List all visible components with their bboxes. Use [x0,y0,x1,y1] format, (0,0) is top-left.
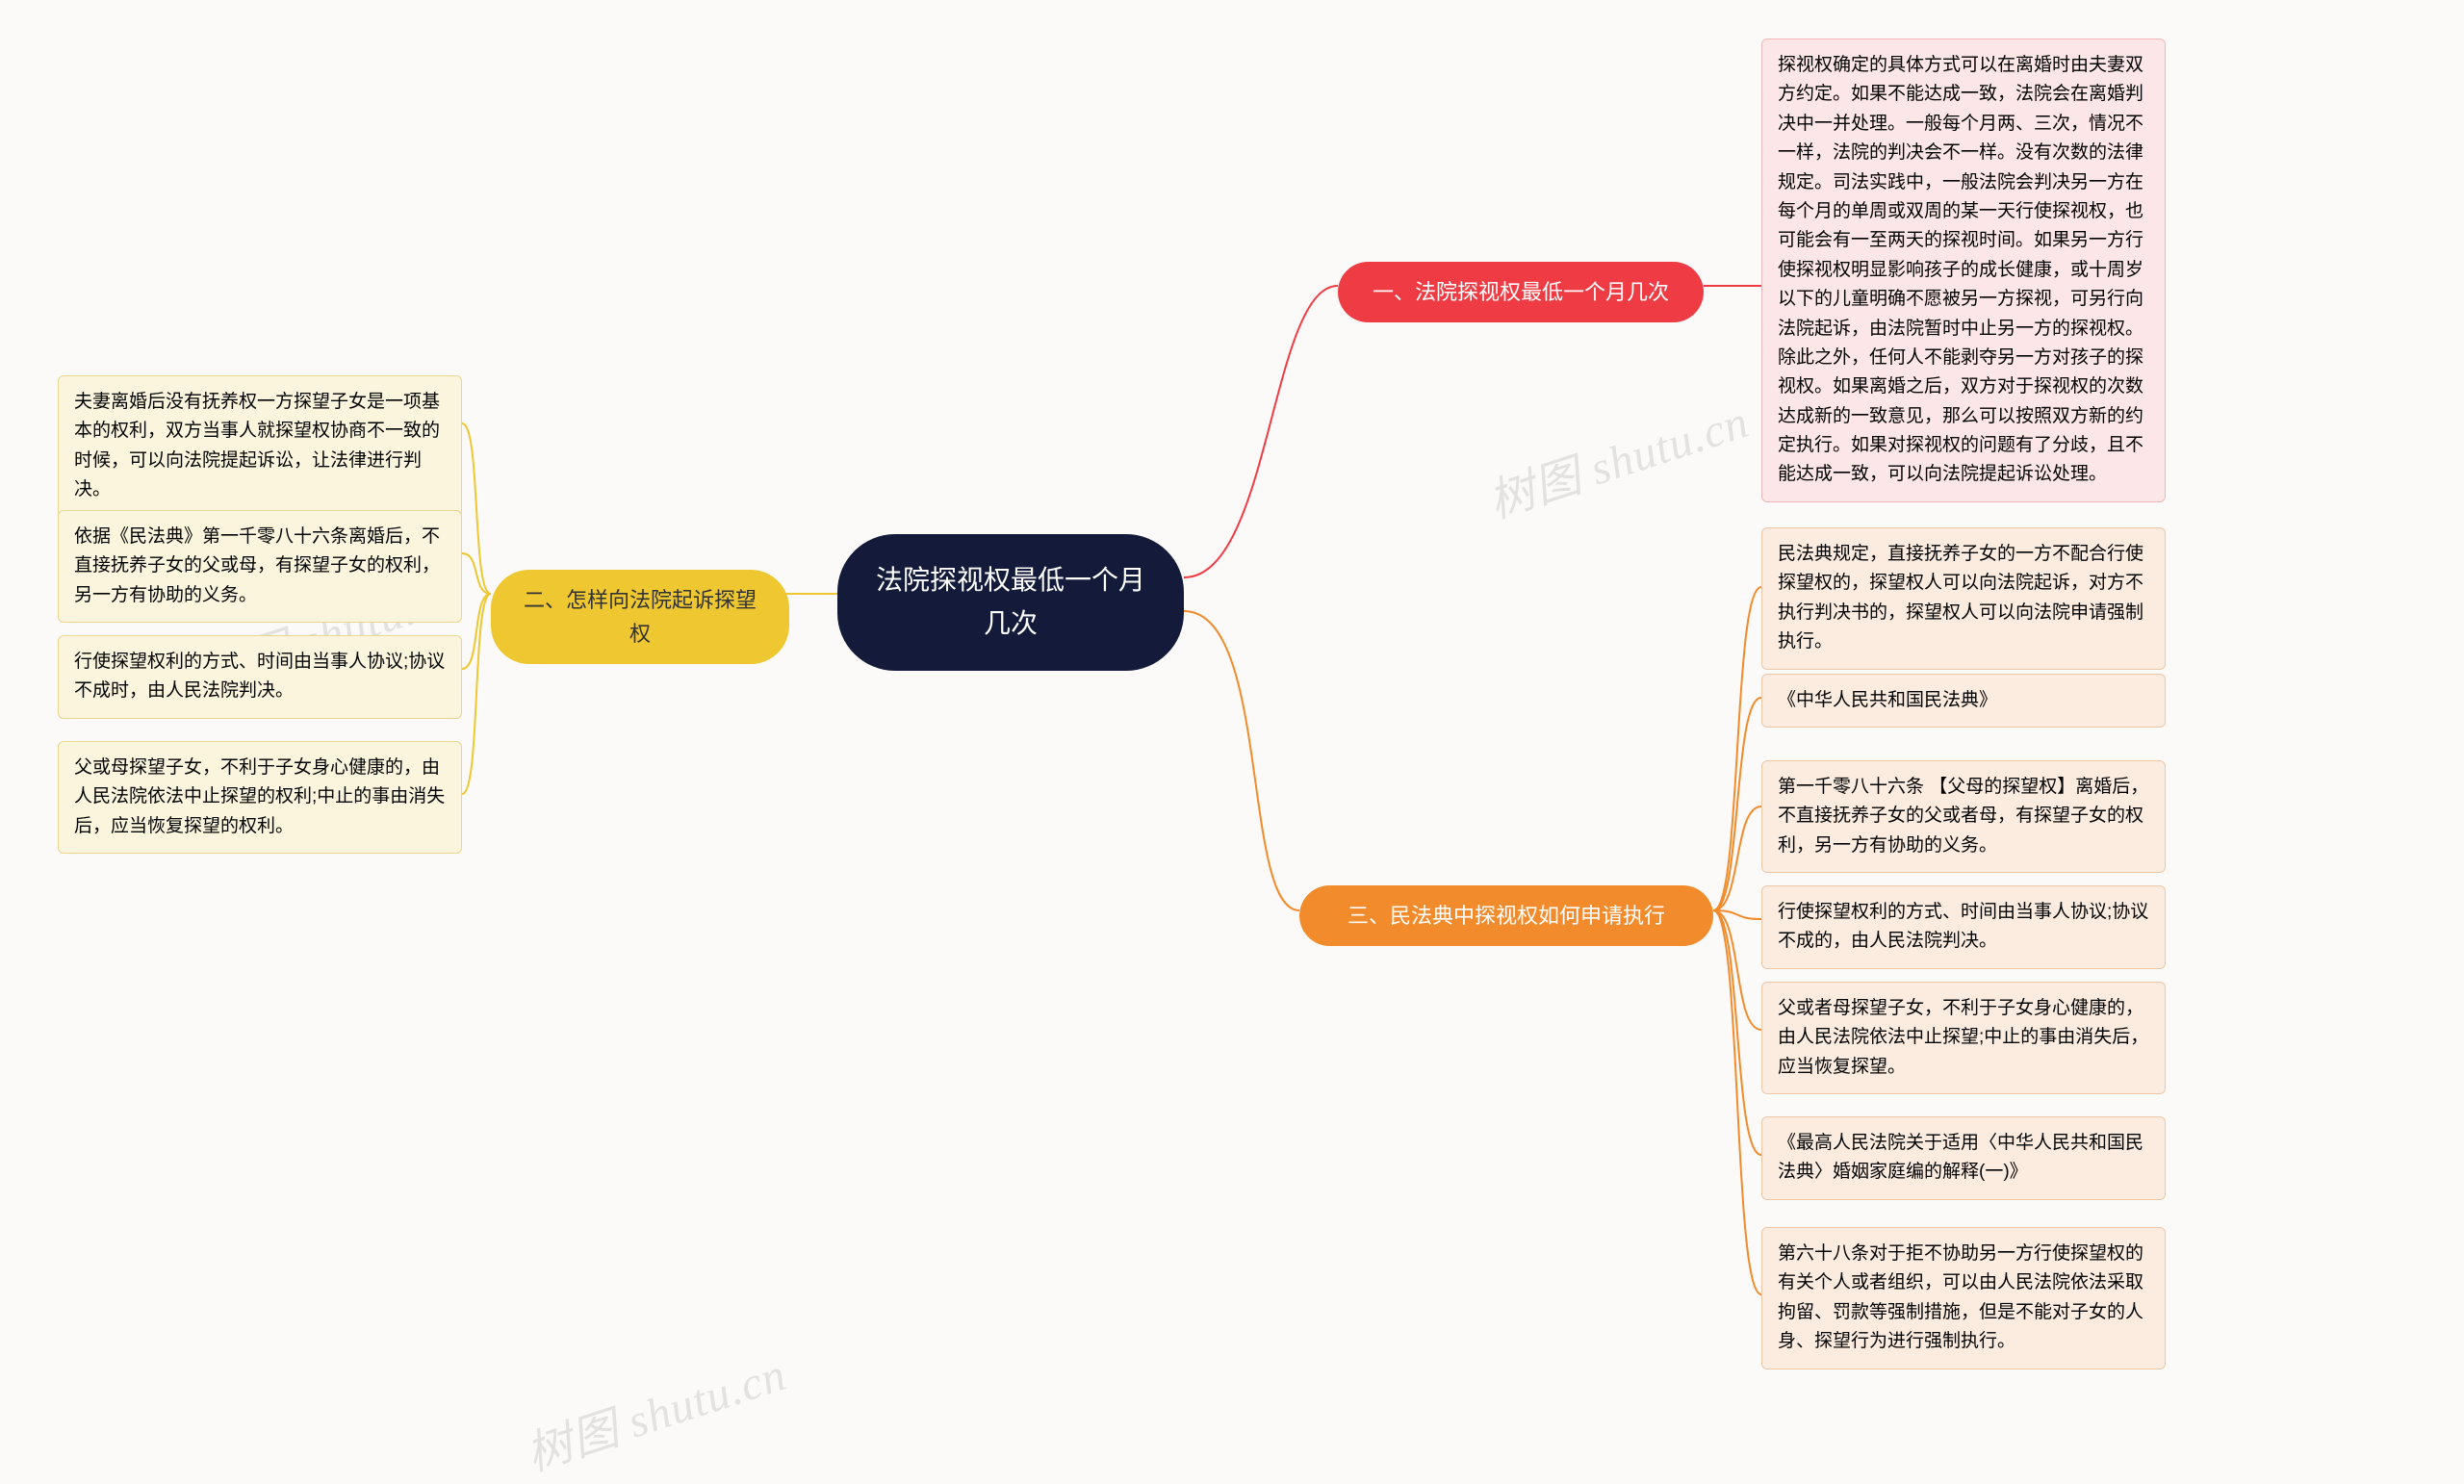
leaf-text: 依据《民法典》第一千零八十六条离婚后，不直接抚养子女的父或母，有探望子女的权利，… [74,526,440,605]
leaf-node[interactable]: 第六十八条对于拒不协助另一方行使探望权的有关个人或者组织，可以由人民法院依法采取… [1761,1227,2166,1369]
branch-node-1[interactable]: 一、法院探视权最低一个月几次 [1338,262,1704,322]
leaf-text: 民法典规定，直接抚养子女的一方不配合行使探望权的，探望权人可以向法院起诉，对方不… [1778,544,2143,652]
watermark: 树图 shutu.cn [1478,383,1756,530]
leaf-text: 第一千零八十六条 【父母的探望权】离婚后，不直接抚养子女的父或者母，有探望子女的… [1778,777,2148,856]
branch-label: 一、法院探视权最低一个月几次 [1373,280,1669,304]
leaf-text: 夫妻离婚后没有抚养权一方探望子女是一项基本的权利，双方当事人就探望权协商不一致的… [74,392,440,499]
leaf-text: 第六十八条对于拒不协助另一方行使探望权的有关个人或者组织，可以由人民法院依法采取… [1778,1243,2143,1351]
branch-node-2[interactable]: 二、怎样向法院起诉探望权 [491,570,789,664]
branch-label: 二、怎样向法院起诉探望权 [524,588,757,646]
root-label: 法院探视权最低一个月几次 [876,565,1145,638]
leaf-node[interactable]: 父或者母探望子女，不利于子女身心健康的，由人民法院依法中止探望;中止的事由消失后… [1761,982,2166,1094]
leaf-node[interactable]: 《最高人民法院关于适用〈中华人民共和国民法典〉婚姻家庭编的解释(一)》 [1761,1116,2166,1200]
leaf-text: 《最高人民法院关于适用〈中华人民共和国民法典〉婚姻家庭编的解释(一)》 [1778,1133,2143,1182]
leaf-text: 父或者母探望子女，不利于子女身心健康的，由人民法院依法中止探望;中止的事由消失后… [1778,998,2148,1077]
leaf-text: 父或母探望子女，不利于子女身心健康的，由人民法院依法中止探望的权利;中止的事由消… [74,757,445,836]
watermark: 树图 shutu.cn [516,1336,793,1483]
leaf-node[interactable]: 行使探望权利的方式、时间由当事人协议;协议不成的，由人民法院判决。 [1761,885,2166,969]
branch-label: 三、民法典中探视权如何申请执行 [1348,904,1665,928]
leaf-text: 探视权确定的具体方式可以在离婚时由夫妻双方约定。如果不能达成一致，法院会在离婚判… [1778,55,2143,484]
leaf-node[interactable]: 第一千零八十六条 【父母的探望权】离婚后，不直接抚养子女的父或者母，有探望子女的… [1761,760,2166,873]
leaf-text: 《中华人民共和国民法典》 [1778,690,1997,710]
leaf-text: 行使探望权利的方式、时间由当事人协议;协议不成时，由人民法院判决。 [74,652,445,701]
root-node[interactable]: 法院探视权最低一个月几次 [837,534,1184,671]
branch-node-3[interactable]: 三、民法典中探视权如何申请执行 [1299,885,1713,946]
leaf-node[interactable]: 《中华人民共和国民法典》 [1761,674,2166,728]
leaf-node[interactable]: 父或母探望子女，不利于子女身心健康的，由人民法院依法中止探望的权利;中止的事由消… [58,741,462,854]
leaf-node[interactable]: 夫妻离婚后没有抚养权一方探望子女是一项基本的权利，双方当事人就探望权协商不一致的… [58,375,462,518]
leaf-node[interactable]: 依据《民法典》第一千零八十六条离婚后，不直接抚养子女的父或母，有探望子女的权利，… [58,510,462,623]
leaf-node[interactable]: 民法典规定，直接抚养子女的一方不配合行使探望权的，探望权人可以向法院起诉，对方不… [1761,527,2166,670]
leaf-node[interactable]: 行使探望权利的方式、时间由当事人协议;协议不成时，由人民法院判决。 [58,635,462,719]
leaf-text: 行使探望权利的方式、时间由当事人协议;协议不成的，由人民法院判决。 [1778,902,2148,951]
leaf-node[interactable]: 探视权确定的具体方式可以在离婚时由夫妻双方约定。如果不能达成一致，法院会在离婚判… [1761,38,2166,502]
